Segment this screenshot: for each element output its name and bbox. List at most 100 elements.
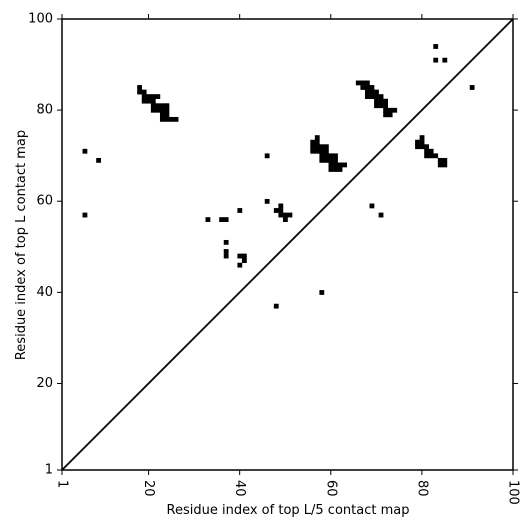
x-tick-label: 80 (414, 480, 429, 497)
contact-point (159, 107, 165, 113)
contact-point (333, 153, 338, 159)
contact-point (310, 139, 316, 145)
contact-point (383, 98, 388, 104)
diagonal-line (61, 18, 514, 471)
contact-point (328, 153, 334, 159)
contact-point (333, 157, 338, 163)
contact-point (82, 212, 88, 218)
contact-point (155, 107, 161, 113)
contact-point (392, 107, 398, 113)
contact-point (141, 94, 147, 99)
contact-point (219, 217, 224, 222)
contact-point (342, 162, 347, 168)
contact-point (383, 112, 388, 118)
contact-point (273, 303, 279, 309)
contact-point (383, 103, 388, 109)
contact-point (278, 212, 284, 218)
contact-point (146, 94, 152, 99)
contact-point (237, 262, 243, 268)
contact-point (155, 94, 161, 99)
contact-point (424, 153, 429, 159)
contact-point (241, 253, 247, 259)
contact-point (374, 94, 379, 99)
contact-point (310, 144, 316, 150)
contact-point (424, 148, 429, 154)
contact-point (333, 167, 338, 172)
contact-point (164, 103, 170, 109)
contact-point (433, 57, 439, 63)
contact-point (159, 112, 165, 118)
contact-point (150, 98, 156, 104)
contact-point (355, 80, 361, 86)
contact-point (282, 212, 288, 218)
contact-point (415, 144, 420, 150)
contact-point (378, 212, 384, 218)
contact-point (428, 148, 434, 154)
contact-point (360, 85, 366, 90)
contact-point (314, 135, 320, 140)
contact-point (223, 253, 229, 259)
contact-point (333, 162, 338, 168)
contact-point (328, 167, 334, 172)
x-tick-label: 100 (506, 480, 521, 505)
contact-points (82, 44, 475, 309)
contact-point (273, 208, 279, 213)
contact-point (378, 94, 384, 99)
contact-point (374, 103, 379, 109)
contact-point (437, 157, 443, 163)
y-tick-label: 80 (36, 103, 53, 118)
contact-point (323, 157, 329, 163)
contact-point (223, 239, 229, 245)
contact-point (369, 94, 375, 99)
contact-point (319, 153, 325, 159)
contact-point (164, 116, 170, 122)
contact-point (96, 157, 101, 163)
contact-point (442, 162, 448, 168)
contact-point (319, 144, 325, 150)
contact-point (442, 157, 448, 163)
contact-point (82, 148, 88, 154)
contact-point (433, 153, 439, 159)
y-tick-label: 60 (36, 194, 53, 209)
contact-point (323, 148, 329, 154)
contact-point (328, 162, 334, 168)
contact-point (150, 107, 156, 113)
contact-point (241, 258, 247, 263)
contact-point (424, 144, 429, 150)
contact-point (319, 148, 325, 154)
contact-point (223, 217, 229, 222)
contact-point (364, 89, 370, 95)
contact-point (141, 89, 147, 95)
y-tick-label: 40 (36, 285, 53, 300)
contact-point (169, 116, 174, 122)
contact-point (419, 139, 425, 145)
plot-frame (61, 18, 514, 471)
x-axis-ticks: 1 20 40 60 80 100 (55, 14, 521, 505)
contact-point (164, 107, 170, 113)
contact-point (282, 217, 288, 222)
x-tick-label: 60 (323, 480, 338, 497)
contact-point (323, 144, 329, 150)
contact-point (150, 94, 156, 99)
contact-point (310, 148, 316, 154)
contact-point (164, 112, 170, 118)
contact-point (264, 198, 270, 204)
contact-point (237, 253, 243, 259)
contact-point (287, 212, 293, 218)
contact-point (419, 144, 425, 150)
contact-point (469, 85, 475, 90)
contact-point (364, 80, 370, 86)
y-tick-label: 1 (45, 463, 53, 478)
contact-point (159, 103, 165, 109)
contact-point (415, 139, 420, 145)
contact-point (383, 107, 388, 113)
contact-point (360, 80, 366, 86)
contact-point (369, 89, 375, 95)
contact-point (378, 98, 384, 104)
contact-point (319, 290, 325, 295)
contact-point (223, 249, 229, 254)
contact-point (314, 148, 320, 154)
contact-point (173, 116, 179, 122)
contact-point (328, 157, 334, 163)
